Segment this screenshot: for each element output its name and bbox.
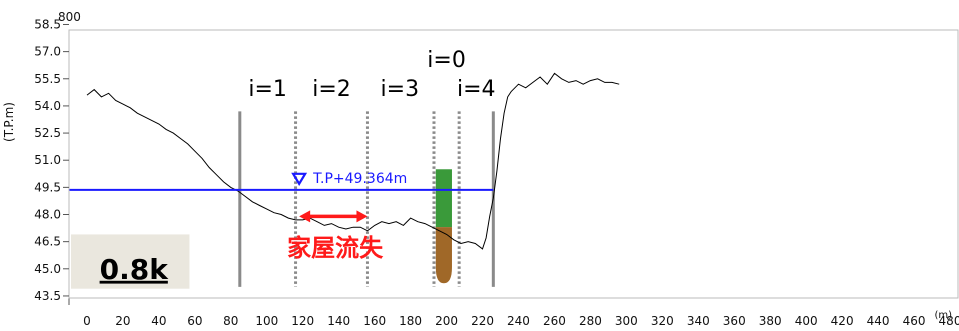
x-tick-label: 420 [831,314,854,328]
lines-layer [69,72,620,287]
zone-label-1: i=1 [248,77,287,102]
annotation-label: 家屋流失 [287,234,384,262]
x-tick-label: 0 [83,314,91,328]
y-tick-label: 43.5 [34,289,61,303]
x-tick-label: 340 [687,314,710,328]
red-arrow-head-right [356,210,368,223]
x-tick-label: 440 [867,314,890,328]
x-tick-label: 40 [151,314,166,328]
x-tick-label: 360 [723,314,746,328]
red-arrow-head-left [299,210,311,223]
axes-layer [63,23,959,305]
x-tick-label: 200 [435,314,458,328]
terrain-profile-line [86,72,620,250]
x-tick-label: 260 [543,314,566,328]
x-tick-label: 80 [223,314,238,328]
x-tick-label: 480 [939,314,959,328]
x-tick-label: 100 [255,314,278,328]
x-tick-label: 280 [579,314,602,328]
plot-frame [68,29,959,299]
y-tick-label: 55.5 [34,72,61,86]
zone-label-2: i=2 [312,77,351,102]
y-tick-label: 57.0 [34,45,61,59]
y-tick-label: 48.0 [34,208,61,222]
y-tick-label: 49.5 [34,180,61,194]
x-tick-label: 320 [651,314,674,328]
section-label: 0.8k [100,253,170,286]
zone-label-5: i=4 [457,77,496,102]
fills-layer [71,169,452,289]
y-tick-label: 46.5 [34,235,61,249]
x-tick-label: 140 [327,314,350,328]
x-tick-label: 460 [903,314,926,328]
y-tick-label: 52.5 [34,126,61,140]
brown-bar [435,227,452,284]
x-tick-label: 180 [399,314,422,328]
x-tick-label: 300 [615,314,638,328]
zone-label-3: i=3 [381,77,420,102]
text-layer: 0.8k T.P+49.364m 家屋流失 i=1 i=2 i=3 i=0 i=4 43.5 45… [34,17,959,328]
x-tick-label: 400 [795,314,818,328]
y-tick-label: 45.0 [34,262,61,276]
x-tick-label: 60 [187,314,202,328]
y-axis-label: (T.P.m) [2,102,16,142]
zone-label-4: i=0 [427,48,466,73]
green-bar [435,169,452,228]
x-tick-label: 20 [115,314,130,328]
chart-top-label: 800 [58,10,81,24]
x-tick-label: 240 [507,314,530,328]
x-tick-label: 220 [471,314,494,328]
section-label-box [71,234,190,289]
x-tick-label: 120 [291,314,314,328]
water-level-marker [291,172,308,186]
x-tick-label: 160 [363,314,386,328]
water-level-label: T.P+49.364m [312,171,407,187]
x-axis-label: (m) [934,310,952,321]
y-tick-label: 58.5 [34,17,61,31]
y-tick-label: 51.0 [34,153,61,167]
x-tick-label: 380 [759,314,782,328]
y-tick-label: 54.0 [34,99,61,113]
